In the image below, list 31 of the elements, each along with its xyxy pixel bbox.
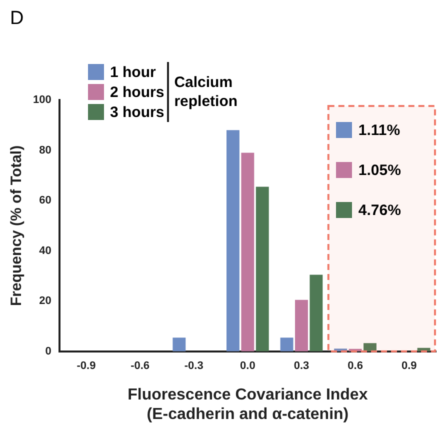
x-axis-title: Fluorescence Covariance Index (E-cadherin and α-catenin): [128, 386, 368, 423]
legend-label: 1 hour: [109, 62, 157, 82]
y-tick-label: 0: [45, 345, 52, 358]
bar: [295, 300, 308, 352]
x-tick-label: 0.0: [240, 360, 256, 372]
y-tick-label: 60: [39, 194, 52, 207]
annotation: 4.76%: [357, 200, 401, 220]
bar: [280, 338, 294, 352]
y-tick-label: 100: [32, 94, 52, 106]
x-tick-label: 0.9: [401, 360, 417, 372]
x-tick-label: -0.9: [76, 360, 96, 372]
legend-label: 3 hours: [109, 102, 164, 122]
x-tick-label: -0.6: [130, 360, 150, 372]
y-tick-label: 80: [39, 144, 52, 156]
legend-title: Calcium repletion: [173, 73, 239, 111]
annotation: 1.05%: [357, 160, 401, 180]
x-tick-label: 0.3: [294, 360, 310, 372]
bar: [226, 130, 240, 352]
bar: [256, 186, 269, 352]
y-axis-title: Frequency (% of Total): [8, 145, 26, 306]
annotation: 1.11%: [357, 120, 401, 140]
x-tick-label: 0.6: [348, 360, 363, 372]
bar: [364, 343, 376, 352]
bar: [310, 274, 323, 352]
chart-title: D: [10, 8, 24, 30]
bar: [172, 338, 186, 352]
legend-label: 2 hours: [109, 82, 164, 102]
y-tick-label: 20: [39, 295, 52, 308]
x-tick-label: -0.3: [184, 360, 204, 372]
bar: [241, 152, 254, 352]
y-tick-label: 40: [39, 244, 52, 257]
